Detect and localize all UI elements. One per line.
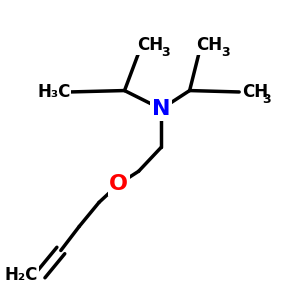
Text: 3: 3 (262, 92, 270, 106)
Text: 3: 3 (221, 46, 229, 59)
Text: N: N (152, 99, 171, 119)
Text: H₃C: H₃C (38, 83, 71, 101)
Text: O: O (110, 174, 128, 194)
Text: 3: 3 (161, 46, 170, 59)
Text: H₂C: H₂C (5, 266, 38, 284)
Text: CH: CH (196, 36, 223, 54)
Text: CH: CH (137, 36, 163, 54)
Text: CH: CH (242, 83, 268, 101)
